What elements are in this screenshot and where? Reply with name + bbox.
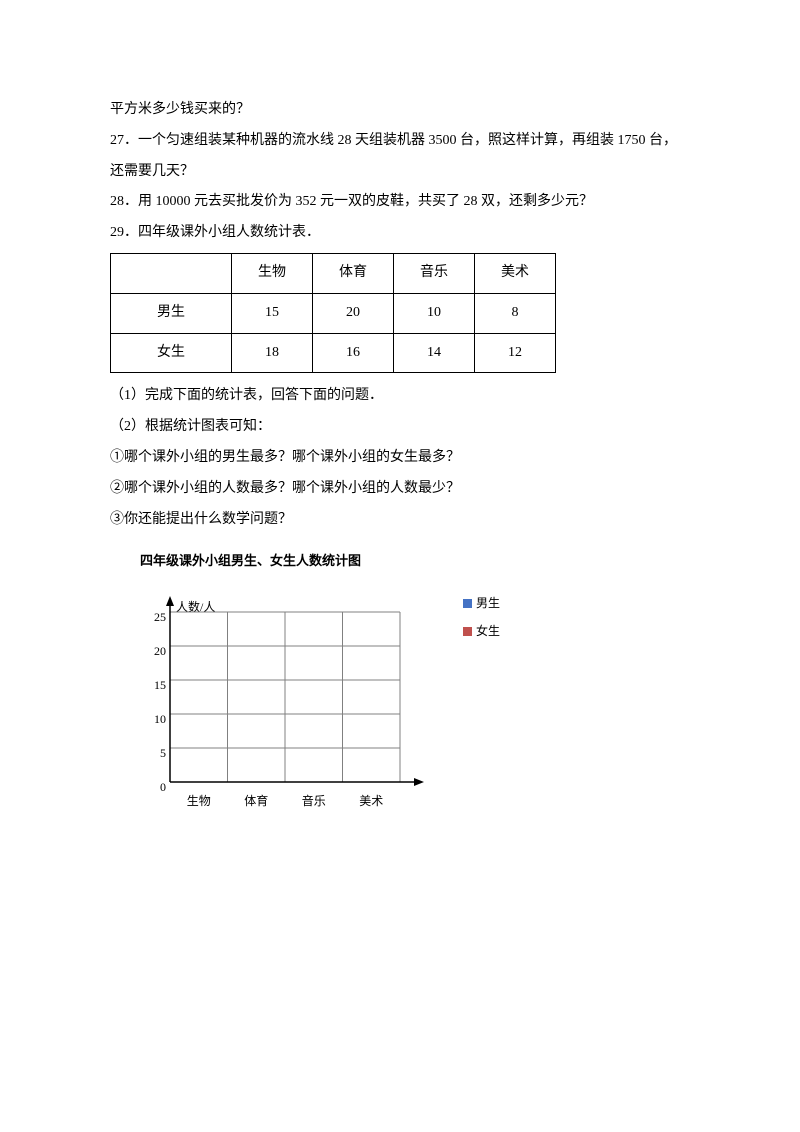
text-line: 平方米多少钱买来的？ bbox=[110, 95, 690, 126]
table-row: 男生 15 20 10 8 bbox=[111, 293, 556, 333]
question-28: 28．用 10000 元去买批发价为 352 元一双的皮鞋，共买了 28 双，还… bbox=[110, 187, 690, 218]
text-line: 还需要几天？ bbox=[110, 157, 690, 188]
table-cell: 20 bbox=[313, 293, 394, 333]
table-cell: 8 bbox=[475, 293, 556, 333]
y-tick-label: 5 bbox=[138, 740, 166, 766]
sub-item-3: ③你还能提出什么数学问题？ bbox=[110, 505, 690, 536]
x-tick-label: 生物 bbox=[174, 788, 224, 814]
y-tick-label: 15 bbox=[138, 672, 166, 698]
table-row: 女生 18 16 14 12 bbox=[111, 333, 556, 373]
table-cell: 生物 bbox=[232, 253, 313, 293]
sub-question-1: （1）完成下面的统计表，回答下面的问题． bbox=[110, 381, 690, 412]
question-27: 27．一个匀速组装某种机器的流水线 28 天组装机器 3500 台，照这样计算，… bbox=[110, 126, 690, 157]
y-tick-label: 20 bbox=[138, 638, 166, 664]
table-cell: 15 bbox=[232, 293, 313, 333]
table-header-row: 生物 体育 音乐 美术 bbox=[111, 253, 556, 293]
sub-item-2: ②哪个课外小组的人数最多？哪个课外小组的人数最少？ bbox=[110, 474, 690, 505]
table-cell: 10 bbox=[394, 293, 475, 333]
x-tick-label: 美术 bbox=[346, 788, 396, 814]
table-cell: 美术 bbox=[475, 253, 556, 293]
table-cell: 14 bbox=[394, 333, 475, 373]
chart-title: 四年级课外小组男生、女生人数统计图 bbox=[140, 547, 690, 576]
table-cell: 体育 bbox=[313, 253, 394, 293]
sub-question-2: （2）根据统计图表可知： bbox=[110, 412, 690, 443]
table-cell: 音乐 bbox=[394, 253, 475, 293]
table-cell: 女生 bbox=[111, 333, 232, 373]
x-tick-label: 体育 bbox=[231, 788, 281, 814]
chart-grid bbox=[130, 582, 530, 822]
table-cell bbox=[111, 253, 232, 293]
table-cell: 16 bbox=[313, 333, 394, 373]
sub-item-1: ①哪个课外小组的男生最多？哪个课外小组的女生最多？ bbox=[110, 443, 690, 474]
page-content: 平方米多少钱买来的？ 27．一个匀速组装某种机器的流水线 28 天组装机器 35… bbox=[0, 0, 800, 822]
table-cell: 18 bbox=[232, 333, 313, 373]
statistics-table: 生物 体育 音乐 美术 男生 15 20 10 8 女生 18 16 14 12 bbox=[110, 253, 556, 373]
table-cell: 男生 bbox=[111, 293, 232, 333]
table-cell: 12 bbox=[475, 333, 556, 373]
x-tick-label: 音乐 bbox=[289, 788, 339, 814]
y-tick-label: 0 bbox=[138, 774, 166, 800]
y-tick-label: 25 bbox=[138, 604, 166, 630]
bar-chart: 男生 女生 人数/人 0510152025 生物体育音乐美术 bbox=[130, 582, 530, 822]
y-tick-label: 10 bbox=[138, 706, 166, 732]
question-29: 29．四年级课外小组人数统计表． bbox=[110, 218, 690, 249]
